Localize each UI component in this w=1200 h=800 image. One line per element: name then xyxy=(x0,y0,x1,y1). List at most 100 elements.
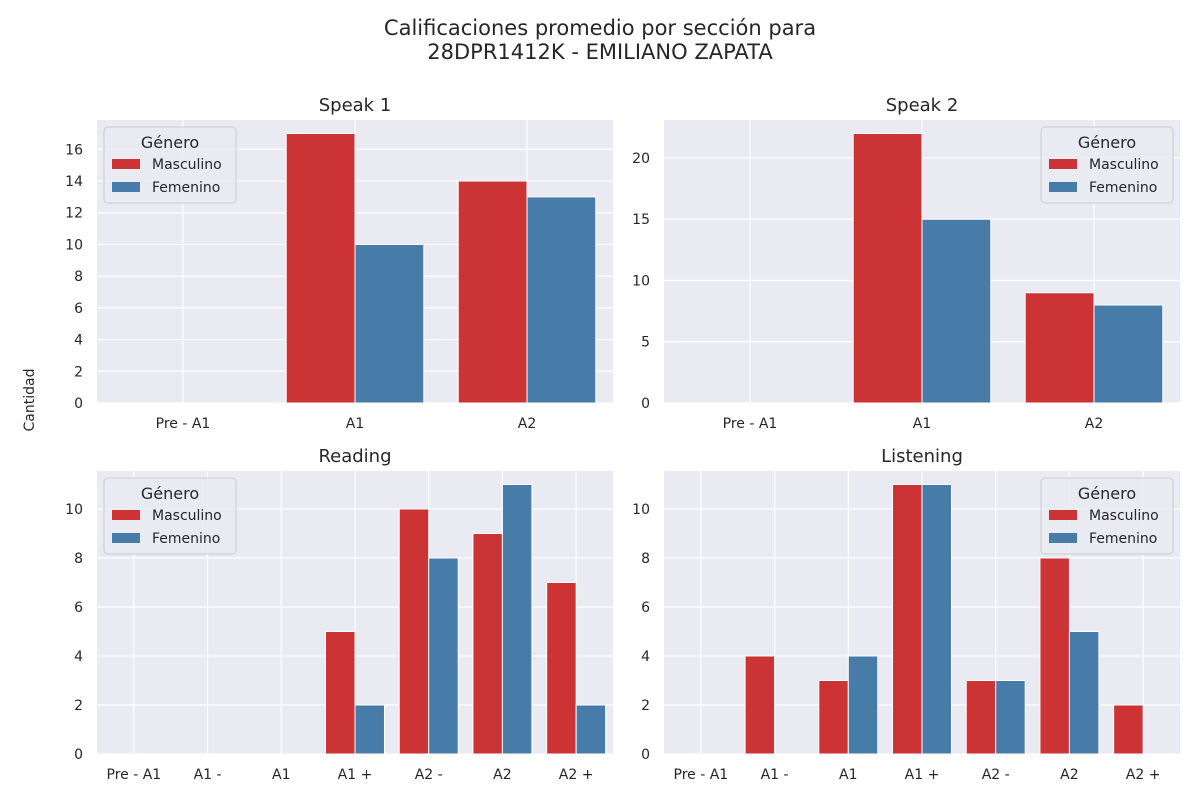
legend-label: Femenino xyxy=(1089,531,1157,547)
bar-masculino xyxy=(285,132,356,404)
x-tick-label: A1 + xyxy=(338,767,373,783)
x-tick-label: A1 xyxy=(913,416,931,432)
bar-masculino xyxy=(325,630,356,755)
bar-masculino xyxy=(965,679,997,755)
y-tick-label: 0 xyxy=(641,396,650,412)
bar-femenino xyxy=(847,655,879,755)
y-tick-label: 20 xyxy=(632,151,650,167)
bar-masculino xyxy=(1039,557,1070,755)
y-tick-label: 10 xyxy=(65,502,83,518)
x-tick-label: Pre - A1 xyxy=(156,416,211,432)
x-tick-label: A2 + xyxy=(559,767,594,783)
y-tick-label: 2 xyxy=(74,364,83,380)
y-tick-label: 10 xyxy=(65,237,83,253)
legend-label: Masculino xyxy=(152,508,222,524)
x-tick-label: A2 - xyxy=(415,767,443,783)
y-tick-label: 2 xyxy=(641,698,650,714)
bar-masculino xyxy=(546,581,577,755)
bar-femenino xyxy=(354,704,385,755)
x-tick-label: A2 xyxy=(493,767,511,783)
y-tick-label: 0 xyxy=(74,396,83,412)
legend-label: Masculino xyxy=(152,157,222,173)
bar-femenino xyxy=(501,483,533,755)
x-tick-label: A2 xyxy=(518,416,536,432)
legend-label: Masculino xyxy=(1089,508,1159,524)
subplot-title: Speak 2 xyxy=(886,95,959,116)
bar-femenino xyxy=(921,483,952,755)
bar-masculino xyxy=(1024,292,1095,404)
legend-label: Femenino xyxy=(152,180,220,196)
x-tick-label: A1 - xyxy=(761,767,789,783)
y-tick-label: 14 xyxy=(65,174,83,190)
bar-masculino xyxy=(472,532,503,755)
legend-swatch-masculino xyxy=(112,510,140,520)
figure-title-line-2: 28DPR1412K - EMILIANO ZAPATA xyxy=(427,40,773,64)
bar-femenino xyxy=(526,196,597,404)
x-tick-label: A2 - xyxy=(982,767,1010,783)
bar-femenino xyxy=(575,704,607,755)
bar-femenino xyxy=(921,218,992,404)
x-tick-label: Pre - A1 xyxy=(674,767,729,783)
legend-title: Género xyxy=(141,133,199,152)
y-tick-label: 4 xyxy=(74,333,83,349)
subplot-title: Speak 1 xyxy=(319,95,392,116)
bar-femenino xyxy=(428,557,459,755)
y-tick-label: 10 xyxy=(632,273,650,289)
y-tick-label: 0 xyxy=(74,747,83,763)
legend-swatch-masculino xyxy=(1049,510,1077,520)
legend: Género Masculino Femenino xyxy=(103,477,237,555)
y-tick-label: 10 xyxy=(632,502,650,518)
bar-masculino xyxy=(1113,704,1144,755)
y-tick-label: 8 xyxy=(74,269,83,285)
y-tick-label: 0 xyxy=(641,747,650,763)
bar-femenino xyxy=(1093,304,1164,404)
legend: Género Masculino Femenino xyxy=(103,126,237,204)
y-tick-label: 6 xyxy=(74,600,83,616)
chart-panel-4: 0 2 4 6 8 10 Pre - A1 A1 - A1 A1 + A2 - A2 A2 + Liste… xyxy=(632,446,1180,783)
y-tick-label: 8 xyxy=(74,551,83,567)
legend: Género Masculino Femenino xyxy=(1040,477,1174,555)
x-tick-label: Pre - A1 xyxy=(107,767,162,783)
x-tick-label: A2 xyxy=(1060,767,1078,783)
x-tick-label: A1 + xyxy=(905,767,940,783)
x-tick-label: A2 + xyxy=(1126,767,1161,783)
subplot-title: Listening xyxy=(881,446,963,467)
chart-panel-3: 0 2 4 6 8 10 Pre - A1 A1 - A1 A1 + A2 - A2 A2 + Readi… xyxy=(65,446,613,783)
legend-label: Femenino xyxy=(1089,180,1157,196)
y-tick-label: 16 xyxy=(65,142,83,158)
x-tick-label: A1 - xyxy=(194,767,222,783)
bar-femenino xyxy=(1068,630,1100,755)
legend: Género Masculino Femenino xyxy=(1040,126,1174,204)
legend-swatch-masculino xyxy=(1049,159,1077,169)
legend-swatch-femenino xyxy=(112,533,140,543)
legend-label: Masculino xyxy=(1089,157,1159,173)
figure-title-line-1: Calificaciones promedio por sección para xyxy=(383,16,817,40)
x-tick-label: A1 xyxy=(839,767,857,783)
legend-title: Género xyxy=(1078,133,1136,152)
chart-panel-1: 0 2 4 6 8 10 12 14 16 Pre - A1 A1 A2 Speak 1 Género Ma… xyxy=(65,95,613,432)
bar-masculino xyxy=(744,655,776,755)
legend-label: Femenino xyxy=(152,531,220,547)
bar-masculino xyxy=(852,132,923,404)
y-tick-label: 2 xyxy=(74,698,83,714)
y-tick-label: 5 xyxy=(641,335,650,351)
x-tick-label: Pre - A1 xyxy=(723,416,778,432)
y-tick-label: 4 xyxy=(641,649,650,665)
y-tick-label: 6 xyxy=(74,301,83,317)
y-tick-label: 15 xyxy=(632,212,650,228)
legend-swatch-femenino xyxy=(1049,533,1077,543)
y-tick-label: 6 xyxy=(641,600,650,616)
y-tick-label: 4 xyxy=(74,649,83,665)
bar-masculino xyxy=(892,483,923,755)
x-tick-label: A2 xyxy=(1085,416,1103,432)
legend-swatch-masculino xyxy=(112,159,140,169)
bar-femenino xyxy=(354,243,425,404)
y-tick-label: 12 xyxy=(65,206,83,222)
x-tick-label: A1 xyxy=(346,416,364,432)
legend-swatch-femenino xyxy=(1049,182,1077,192)
legend-title: Género xyxy=(1078,484,1136,503)
legend-swatch-femenino xyxy=(112,182,140,192)
y-tick-label: 8 xyxy=(641,551,650,567)
bar-masculino xyxy=(398,508,430,755)
